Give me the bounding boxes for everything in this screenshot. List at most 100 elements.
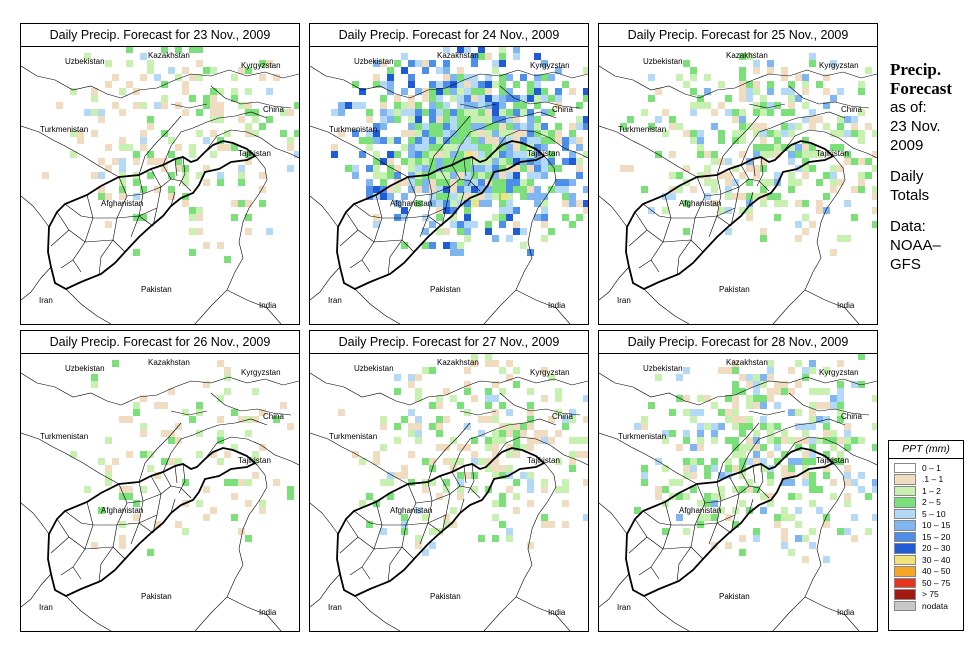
precip-cell	[415, 437, 422, 444]
precip-cell	[478, 200, 485, 207]
precip-cell	[725, 207, 732, 214]
precip-cell	[746, 423, 753, 430]
precip-cell	[569, 451, 576, 458]
precip-cell	[492, 514, 499, 521]
precip-cell	[569, 200, 576, 207]
precip-cell	[478, 53, 485, 60]
precip-cell	[513, 165, 520, 172]
precip-cell	[788, 109, 795, 116]
precip-cell	[436, 193, 443, 200]
precip-cell	[809, 109, 816, 116]
precip-cell	[753, 67, 760, 74]
precip-cell	[725, 409, 732, 416]
precip-cell	[576, 437, 583, 444]
precip-cell	[858, 179, 865, 186]
precip-cell	[457, 165, 464, 172]
precip-cell	[210, 109, 217, 116]
precip-cell	[513, 109, 520, 116]
precip-cell	[739, 123, 746, 130]
country-border	[517, 69, 588, 79]
precip-cell	[464, 472, 471, 479]
precip-cell	[450, 249, 457, 256]
precip-cell	[788, 123, 795, 130]
precip-cell	[140, 130, 147, 137]
precip-cell	[739, 535, 746, 542]
precip-cell	[739, 430, 746, 437]
precip-cell	[830, 437, 837, 444]
precip-cell	[837, 388, 844, 395]
province-border	[467, 463, 475, 494]
precip-cell	[548, 521, 555, 528]
precip-cell	[394, 116, 401, 123]
precip-cell	[506, 528, 513, 535]
precip-cell	[513, 130, 520, 137]
precip-cell	[98, 158, 105, 165]
precip-cell	[676, 186, 683, 193]
precip-cell	[795, 151, 802, 158]
precip-cell	[119, 542, 126, 549]
precip-cell	[697, 151, 704, 158]
precip-cell	[485, 465, 492, 472]
precip-cell	[450, 186, 457, 193]
precip-cell	[471, 458, 478, 465]
province-border	[676, 176, 706, 276]
precip-cell	[436, 95, 443, 102]
precip-cell	[464, 130, 471, 137]
legend-label: 2 – 5	[922, 497, 941, 508]
legend-swatch	[894, 497, 916, 508]
precip-cell	[534, 158, 541, 165]
precip-cell	[541, 95, 548, 102]
precip-cell	[816, 151, 823, 158]
precip-cell	[753, 193, 760, 200]
precip-cell	[795, 409, 802, 416]
country-border	[354, 595, 401, 631]
precip-cell	[795, 144, 802, 151]
precip-cell	[634, 507, 641, 514]
country-label-uzbekistan: Uzbekistan	[354, 364, 394, 373]
province-border	[671, 207, 736, 219]
country-border	[599, 65, 700, 99]
precip-cell	[746, 179, 753, 186]
precip-cell	[464, 165, 471, 172]
legend-label: 50 – 75	[922, 577, 951, 588]
precip-cell	[704, 102, 711, 109]
precip-cell	[140, 102, 147, 109]
precip-cell	[408, 186, 415, 193]
precip-cell	[161, 46, 168, 53]
precip-cell	[676, 444, 683, 451]
precip-cell	[844, 116, 851, 123]
precip-cell	[373, 165, 380, 172]
precip-cell	[697, 130, 704, 137]
precip-cell	[471, 486, 478, 493]
precip-cell	[569, 123, 576, 130]
province-border	[419, 174, 433, 238]
precip-cell	[436, 186, 443, 193]
province-border	[178, 156, 186, 187]
precip-cell	[774, 402, 781, 409]
precip-cell	[436, 88, 443, 95]
precip-cell	[725, 542, 732, 549]
province-border	[463, 158, 467, 177]
precip-cell	[105, 144, 112, 151]
precip-cell	[366, 130, 373, 137]
precip-cell	[485, 123, 492, 130]
precip-cell	[534, 193, 541, 200]
province-border	[60, 259, 82, 273]
precip-cell	[569, 151, 576, 158]
precip-cell	[746, 214, 753, 221]
precip-cell	[739, 130, 746, 137]
precip-cell	[513, 493, 520, 500]
precip-cell	[513, 102, 520, 109]
precip-cell	[809, 402, 816, 409]
precip-cell	[499, 95, 506, 102]
precip-cell	[802, 430, 809, 437]
precip-cell	[569, 437, 576, 444]
precip-cell	[499, 109, 506, 116]
precip-cell	[697, 409, 704, 416]
precip-cell	[774, 137, 781, 144]
precip-cell	[471, 360, 478, 367]
precip-cell	[380, 172, 387, 179]
precip-cell	[541, 144, 548, 151]
precip-cell	[133, 500, 140, 507]
precip-cell	[562, 193, 569, 200]
